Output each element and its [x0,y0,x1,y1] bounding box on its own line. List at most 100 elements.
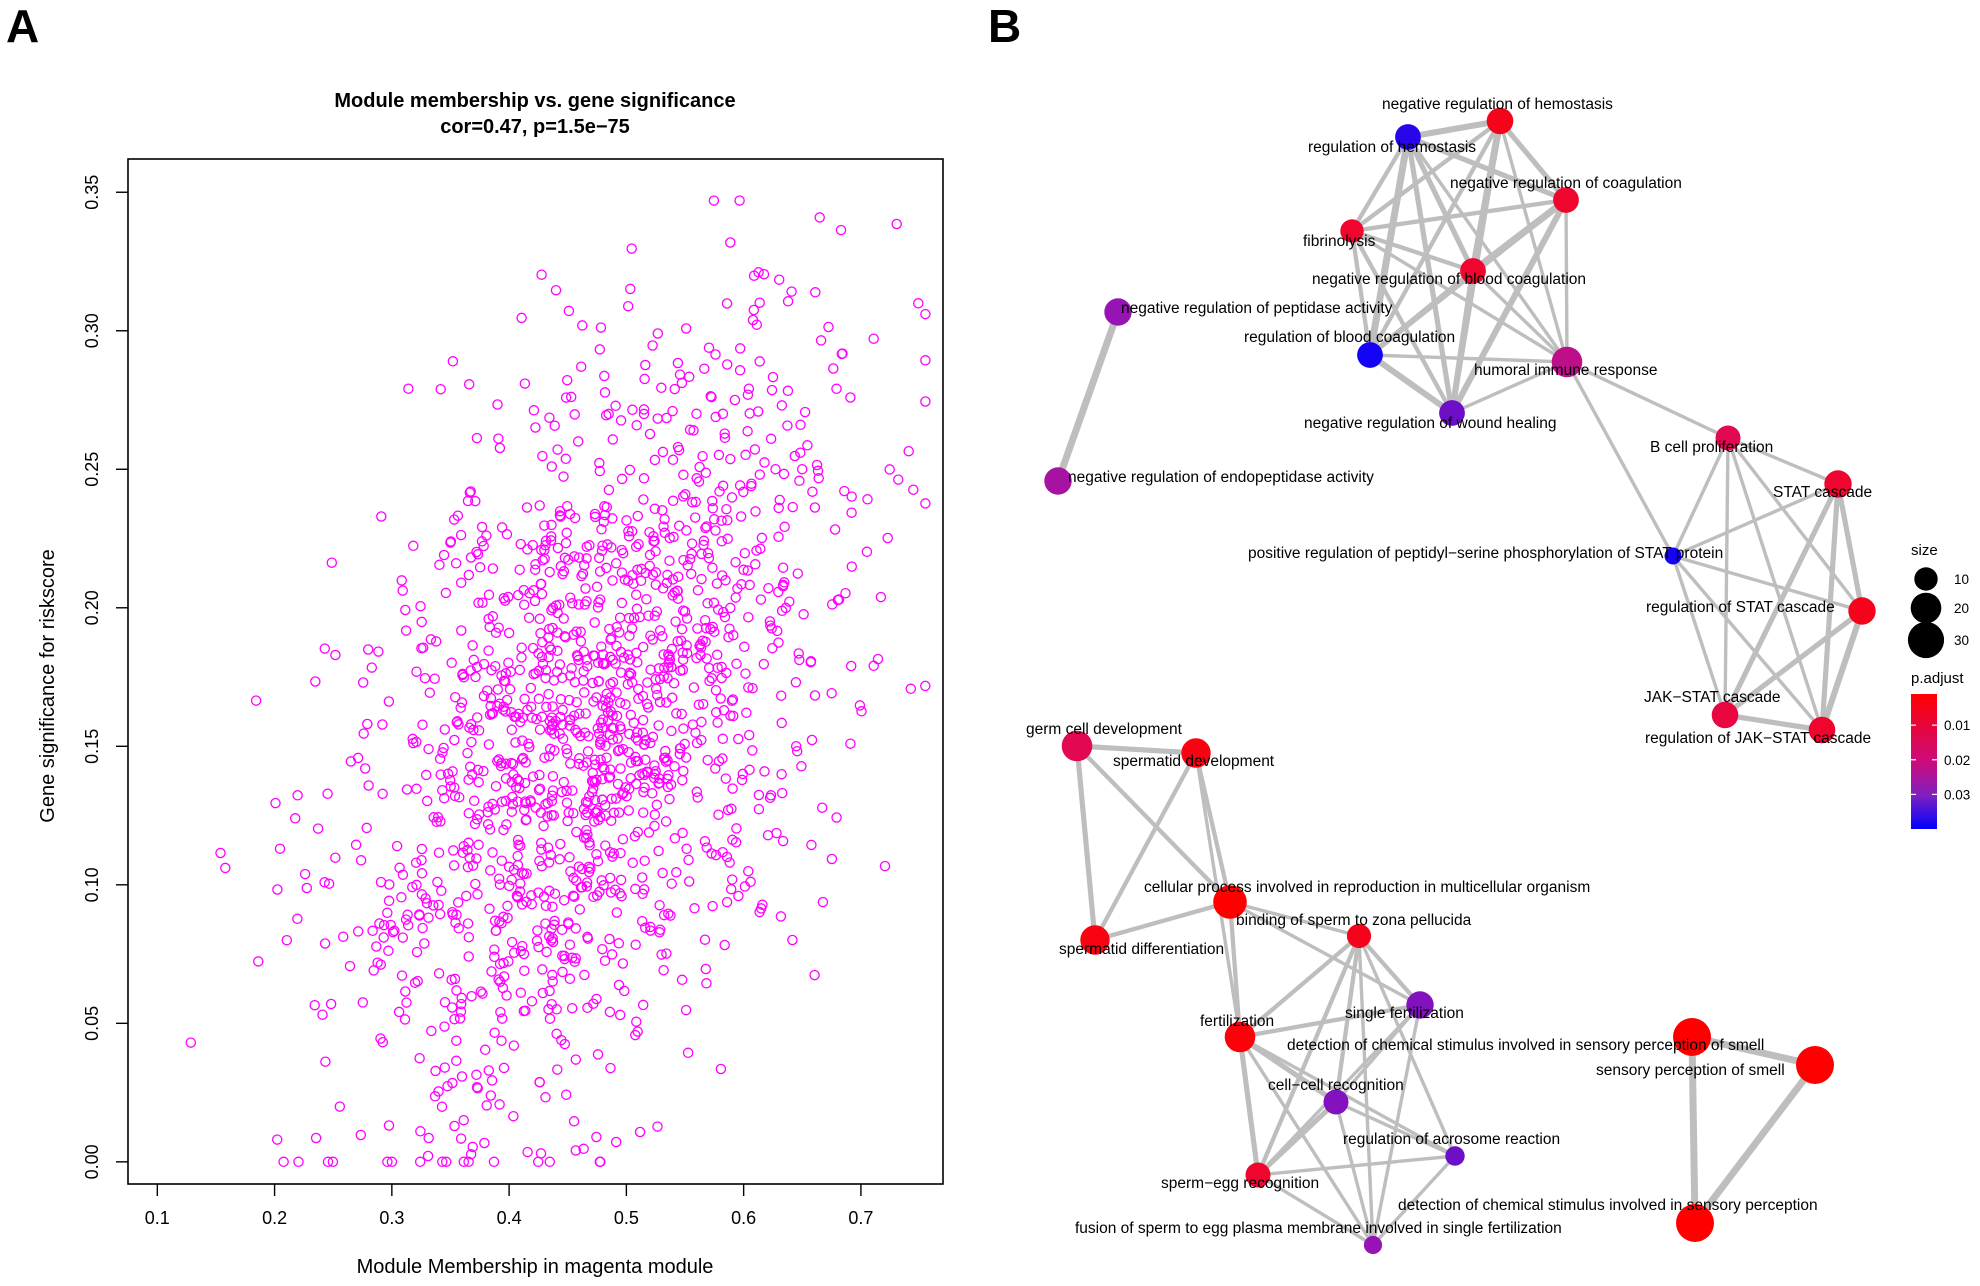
scatter-point [451,985,462,996]
x-tick-label: 0.3 [379,1208,404,1228]
scatter-point [508,1040,520,1051]
scatter-point [773,274,785,285]
scatter-point [494,916,505,927]
scatter-point [546,809,557,821]
scatter-point [610,400,621,412]
scatter-point [635,575,647,587]
network-edge [1835,481,1865,614]
scatter-point [625,668,637,680]
scatter-point [565,866,576,877]
scatter-point [532,925,543,936]
size-legend-title: size [1911,542,1938,559]
scatter-point [753,803,765,815]
scatter-point [416,616,427,628]
scatter-point [497,982,509,994]
scatter-point [463,951,474,962]
scatter-point [648,535,659,547]
scatter-point [471,1081,483,1093]
scatter-point [672,571,684,582]
scatter-point [743,383,755,394]
scatter-point [692,585,704,596]
scatter-point [628,717,640,729]
scatter-point [663,649,674,660]
scatter-point [913,298,924,309]
scatter-point [489,915,501,927]
scatter-point [582,746,594,757]
network-edge [1350,229,1569,364]
scatter-point [536,860,548,872]
network-node [1445,1146,1465,1166]
scatter-point [658,964,669,976]
scatter-point [695,642,707,653]
scatter-point [391,840,403,852]
scatter-point [466,769,478,780]
scatter-point [651,799,663,811]
scatter-point [527,642,539,654]
scatter-point [593,728,605,739]
scatter-point [710,849,722,861]
scatter-point [393,1006,405,1018]
network-edge [1256,1173,1375,1247]
scatter-point [478,540,489,552]
scatter-point [771,827,782,839]
scatter-point [835,224,847,236]
scatter-point [487,563,499,574]
scatter-point [614,612,626,623]
scatter-point [481,530,492,541]
scatter-point [507,758,519,770]
scatter-point [793,648,804,659]
scatter-point [845,738,856,749]
scatter-point [557,719,568,730]
scatter-point [710,525,721,536]
scatter-point [724,857,735,868]
scatter-point [561,527,572,539]
scatter-point [920,308,931,320]
scatter-point [506,874,517,886]
scatter-point [566,598,578,609]
scatter-point [451,1035,462,1046]
scatter-point [463,931,475,943]
scatter-point [688,682,700,693]
scatter-point [670,616,681,627]
network-edge [1238,1035,1375,1247]
scatter-point [596,524,607,535]
scatter-point [725,453,736,465]
scatter-point [485,865,496,876]
scatter-point [762,829,774,841]
scatter-point [773,531,784,543]
scatter-point [448,514,460,525]
scatter-point [605,678,616,690]
scatter-point [868,660,879,672]
scatter-point [446,974,457,985]
scatter-point [552,444,563,455]
scatter-point [708,195,720,206]
scatter-point [868,333,879,344]
scatter-point [475,986,487,997]
scatter-point [755,594,767,605]
scatter-point [582,931,593,943]
scatter-point [632,1026,643,1037]
scatter-point [854,700,866,711]
scatter-point [637,727,649,739]
scatter-point [508,1110,519,1122]
scatter-point [299,868,311,880]
size-legend-dot [1907,621,1945,659]
scatter-point [727,694,739,705]
scatter-point [571,826,582,838]
scatter-point [355,855,367,866]
scatter-point [624,630,635,642]
scatter-point [403,383,414,394]
scatter-point [614,627,625,638]
network-edge [1237,1002,1423,1040]
scatter-subtitle: cor=0.47, p=1.5e−75 [440,116,630,138]
scatter-point [701,978,712,989]
scatter-point [378,919,390,931]
scatter-point [582,1002,593,1014]
scatter-point [615,763,626,774]
scatter-point [367,925,378,937]
scatter-point [640,359,651,371]
scatter-point [519,378,531,389]
scatter-point [323,878,335,889]
network-nodes [1044,107,1876,1255]
scatter-point [588,891,599,903]
